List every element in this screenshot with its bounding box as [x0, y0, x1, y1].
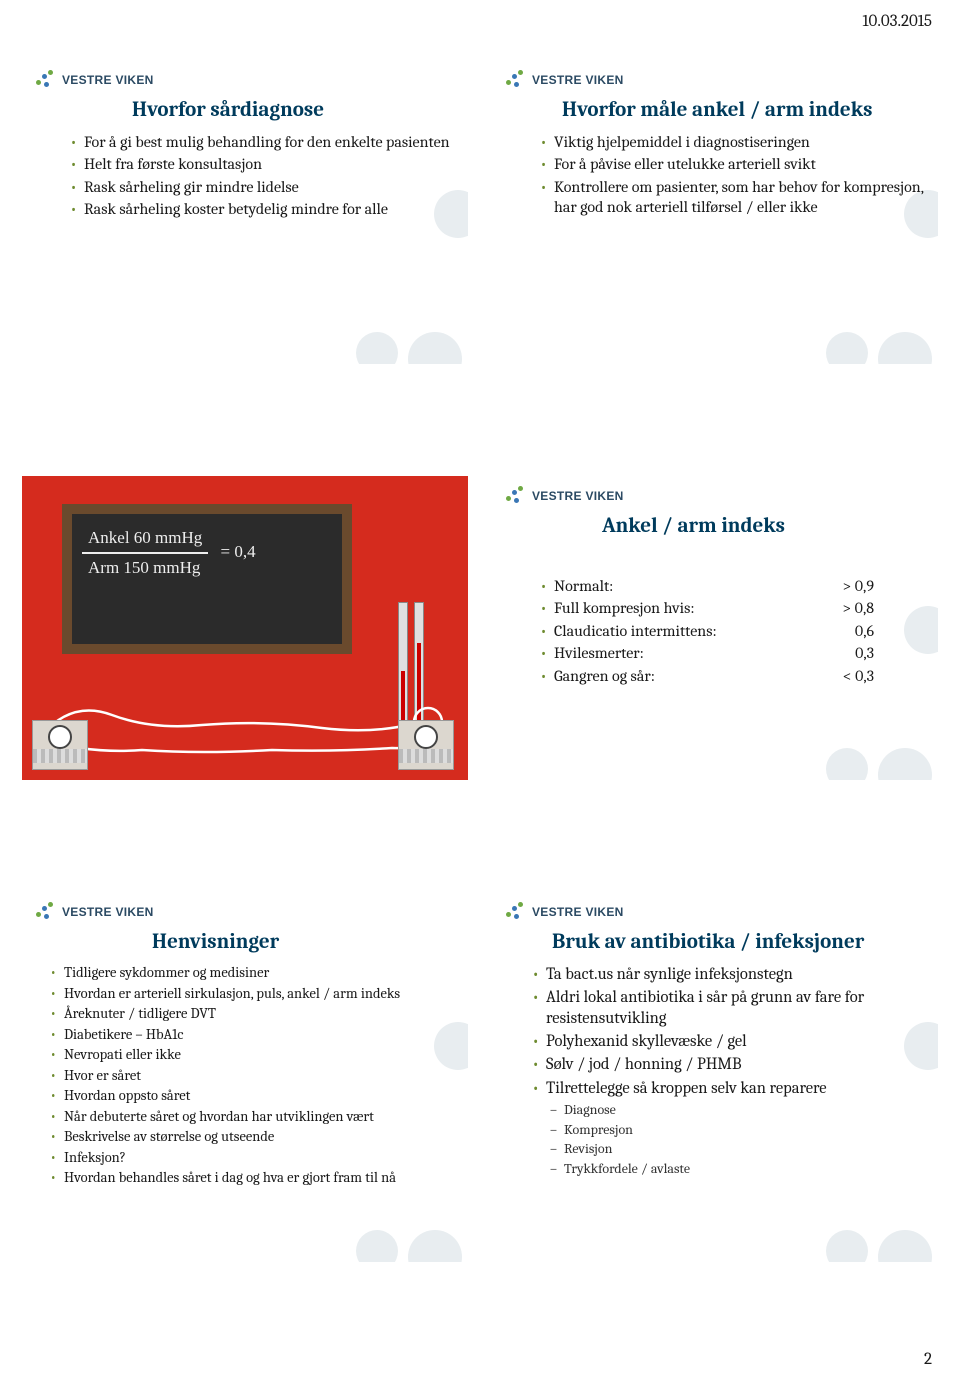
logo-dots-icon: [506, 486, 526, 506]
index-value: 0,6: [855, 621, 874, 641]
fraction-numerator: Ankel 60 mmHg: [82, 528, 208, 554]
bullet-list: Ta bact.us når synlige infeksjonstegn Al…: [492, 964, 938, 1178]
brand-logo: VESTRE VIKEN: [492, 892, 938, 928]
slide-title: Henvisninger: [22, 928, 468, 964]
chalkboard-formula: Ankel 60 mmHg Arm 150 mmHg = 0,4: [62, 504, 352, 654]
brand-text: VESTRE VIKEN: [532, 489, 624, 503]
list-item: Normalt: > 0,9: [540, 576, 938, 596]
list-item: Revisjon: [550, 1140, 938, 1158]
list-item: Trykkfordele / avlaste: [550, 1160, 938, 1178]
patient-outline-icon: [32, 680, 452, 760]
brand-logo: VESTRE VIKEN: [22, 60, 468, 96]
brand-text: VESTRE VIKEN: [62, 73, 154, 87]
brand-text: VESTRE VIKEN: [62, 905, 154, 919]
list-item: Infeksjon?: [50, 1149, 468, 1168]
fraction-denominator: Arm 150 mmHg: [82, 554, 208, 578]
bullet-list: For å gi best mulig behandling for den e…: [22, 132, 468, 220]
list-item: Aldri lokal antibiotika i sår på grunn a…: [532, 987, 938, 1029]
list-item: For å gi best mulig behandling for den e…: [70, 132, 468, 152]
brand-logo: VESTRE VIKEN: [492, 476, 938, 512]
list-item: Rask sårheling gir mindre lidelse: [70, 177, 468, 197]
list-item: Hvordan behandles såret i dag og hva er …: [50, 1169, 468, 1188]
device-icon: [32, 720, 88, 770]
slide-title: Hvorfor måle ankel / arm indeks: [492, 96, 938, 132]
list-item: Sølv / jod / honning / PHMB: [532, 1054, 938, 1075]
logo-dots-icon: [36, 70, 56, 90]
list-item: Diabetikere – HbA1c: [50, 1026, 468, 1045]
brand-logo: VESTRE VIKEN: [492, 60, 938, 96]
index-label: Full kompresjon hvis:: [554, 598, 695, 618]
slide-6: VESTRE VIKEN Bruk av antibiotika / infek…: [492, 892, 938, 1262]
list-item: Nevropati eller ikke: [50, 1046, 468, 1065]
list-item: Åreknuter / tidligere DVT: [50, 1005, 468, 1024]
index-value: 0,3: [855, 643, 874, 663]
list-item: Rask sårheling koster betydelig mindre f…: [70, 199, 468, 219]
list-item: Når debuterte såret og hvordan har utvik…: [50, 1108, 468, 1127]
fraction-result: = 0,4: [221, 542, 256, 562]
list-item: Helt fra første konsultasjon: [70, 154, 468, 174]
list-item: Tidligere sykdommer og medisiner: [50, 964, 468, 983]
list-item: Hvordan oppsto såret: [50, 1087, 468, 1106]
brand-logo: VESTRE VIKEN: [22, 892, 468, 928]
index-label: Hvilesmerter:: [554, 643, 644, 663]
slide-5: VESTRE VIKEN Henvisninger Tidligere sykd…: [22, 892, 468, 1262]
index-value: < 0,3: [843, 666, 874, 686]
list-item: Gangren og sår: < 0,3: [540, 666, 938, 686]
slide-1: VESTRE VIKEN Hvorfor sårdiagnose For å g…: [22, 60, 468, 364]
index-list: Normalt: > 0,9 Full kompresjon hvis: > 0,8…: [492, 548, 938, 686]
list-item: For å påvise eller utelukke arteriell sv…: [540, 154, 938, 174]
index-value: > 0,8: [842, 598, 874, 618]
list-item: Viktig hjelpemiddel i diagnostiseringen: [540, 132, 938, 152]
list-item: Tilrettelegge så kroppen selv kan repare…: [532, 1078, 938, 1099]
list-item: Full kompresjon hvis: > 0,8: [540, 598, 938, 618]
page-date: 10.03.2015: [862, 12, 932, 31]
list-item: Kontrollere om pasienter, som har behov …: [540, 177, 938, 218]
brand-text: VESTRE VIKEN: [532, 905, 624, 919]
list-item: Beskrivelse av størrelse og utseende: [50, 1128, 468, 1147]
slide-title: Hvorfor sårdiagnose: [22, 96, 468, 132]
list-item: Polyhexanid skyllevæske / gel: [532, 1031, 938, 1052]
list-item: Hvor er såret: [50, 1067, 468, 1086]
list-item: Ta bact.us når synlige infeksjonstegn: [532, 964, 938, 985]
bullet-list: Viktig hjelpemiddel i diagnostiseringen …: [492, 132, 938, 218]
slide-3-image: Ankel 60 mmHg Arm 150 mmHg = 0,4: [22, 476, 468, 780]
logo-dots-icon: [506, 902, 526, 922]
medical-illustration: Ankel 60 mmHg Arm 150 mmHg = 0,4: [22, 476, 468, 780]
index-value: > 0,9: [842, 576, 874, 596]
index-label: Claudicatio intermittens:: [554, 621, 717, 641]
list-item: Diagnose: [550, 1101, 938, 1119]
logo-dots-icon: [506, 70, 526, 90]
slide-2: VESTRE VIKEN Hvorfor måle ankel / arm in…: [492, 60, 938, 364]
slide-grid: VESTRE VIKEN Hvorfor sårdiagnose For å g…: [22, 60, 938, 1262]
slide-4: VESTRE VIKEN Ankel / arm indeks Normalt:…: [492, 476, 938, 780]
index-label: Gangren og sår:: [554, 666, 655, 686]
slide-title: Bruk av antibiotika / infeksjoner: [492, 928, 938, 964]
bullet-list: Tidligere sykdommer og medisiner Hvordan…: [22, 964, 468, 1188]
list-item: Hvilesmerter: 0,3: [540, 643, 938, 663]
list-item: Kompresjon: [550, 1121, 938, 1139]
slide-title: Ankel / arm indeks: [492, 512, 938, 548]
sub-bullet-list: Diagnose Kompresjon Revisjon Trykkfordel…: [532, 1101, 938, 1179]
list-item: Hvordan er arteriell sirkulasjon, puls, …: [50, 985, 468, 1004]
list-item: Claudicatio intermittens: 0,6: [540, 621, 938, 641]
device-icon: [398, 720, 454, 770]
page-number: 2: [924, 1350, 932, 1369]
logo-dots-icon: [36, 902, 56, 922]
index-label: Normalt:: [554, 576, 613, 596]
brand-text: VESTRE VIKEN: [532, 73, 624, 87]
